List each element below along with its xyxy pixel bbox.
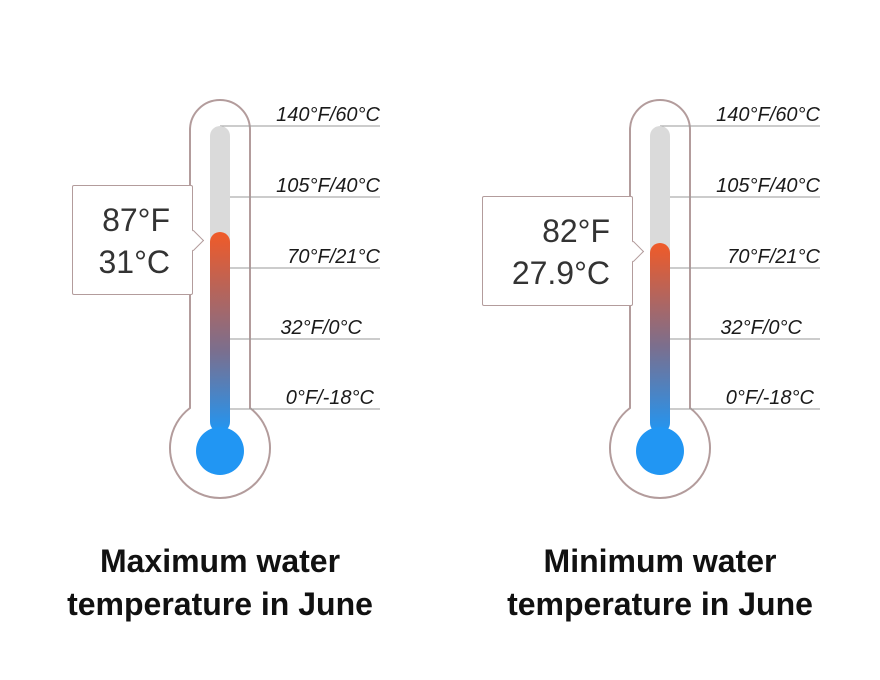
thermometer-bulb [636, 427, 684, 475]
thermometer-panel-max: 140°F/60°C 105°F/40°C 70°F/21°C 32°F/0°C… [0, 99, 440, 626]
caption-line1: Minimum water [543, 543, 777, 579]
scale-label-32: 32°F/0°C [720, 317, 802, 339]
mercury-fill [210, 232, 230, 432]
scale-label-105: 105°F/40°C [716, 175, 820, 197]
thermometer-bulb [196, 427, 244, 475]
thermometer-graphic [169, 99, 380, 499]
scale-label-140: 140°F/60°C [276, 104, 380, 126]
thermometer-graphic [609, 99, 820, 499]
caption-line2: temperature in June [67, 586, 373, 622]
reading-celsius: 27.9°C [511, 255, 610, 291]
caption-line2: temperature in June [507, 586, 813, 622]
caption: Maximum water temperature in June [0, 540, 440, 626]
mercury-fill [650, 243, 670, 433]
caption-line1: Maximum water [99, 543, 341, 579]
scale-label-0: 0°F/-18°C [285, 387, 374, 409]
scale-label-32: 32°F/0°C [280, 317, 362, 339]
reading-callout: 82°F 27.9°C [482, 196, 645, 306]
reading-fahrenheit: 87°F [102, 202, 170, 238]
thermometer-panel-min: 140°F/60°C 105°F/40°C 70°F/21°C 32°F/0°C… [440, 0, 880, 680]
scale-label-105: 105°F/40°C [276, 175, 380, 197]
scale-label-0: 0°F/-18°C [725, 387, 814, 409]
reading-callout: 87°F 31°C [72, 185, 205, 295]
caption: Minimum water temperature in June [440, 540, 880, 626]
scale-label-70: 70°F/21°C [287, 246, 380, 268]
scale-label-70: 70°F/21°C [727, 246, 820, 268]
scale-label-140: 140°F/60°C [716, 104, 820, 126]
reading-fahrenheit: 82°F [542, 213, 610, 249]
reading-celsius: 31°C [98, 244, 171, 280]
